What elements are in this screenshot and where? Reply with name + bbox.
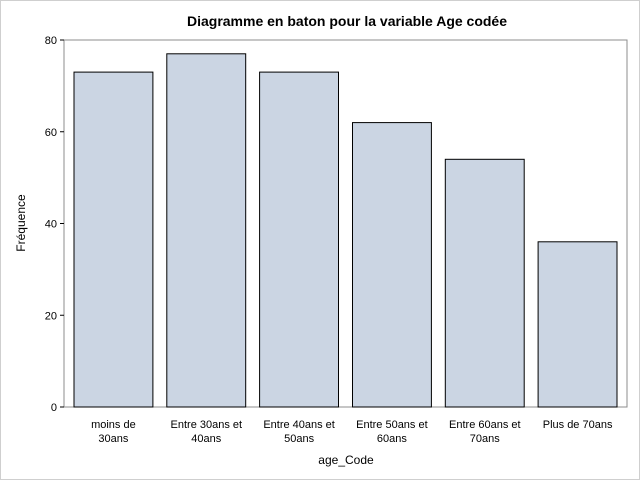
x-tick-label-1-1: 40ans bbox=[191, 433, 221, 445]
x-tick-label-0-0: moins de bbox=[91, 419, 136, 431]
bar-2 bbox=[259, 71, 340, 408]
x-tick-label-3-1: 60ans bbox=[377, 433, 407, 445]
chart-title: Diagramme en baton pour la variable Age … bbox=[187, 13, 507, 29]
y-tick-label-2: 40 bbox=[45, 219, 57, 231]
bar-5 bbox=[537, 241, 618, 408]
bar-1 bbox=[166, 53, 247, 408]
x-tick-label-5-0: Plus de 70ans bbox=[543, 419, 613, 431]
y-axis: 0 20 40 60 80 bbox=[45, 35, 64, 414]
y-tick-label-3: 60 bbox=[45, 127, 57, 139]
bar-3 bbox=[352, 122, 432, 408]
bars-group bbox=[73, 53, 618, 408]
x-tick-label-4-0: Entre 60ans et bbox=[449, 419, 521, 431]
bar-4 bbox=[444, 158, 525, 408]
y-tick-label-1: 20 bbox=[45, 310, 57, 322]
bar-0 bbox=[73, 71, 154, 408]
x-tick-label-2-0: Entre 40ans et bbox=[263, 419, 335, 431]
y-tick-label-0: 0 bbox=[51, 402, 57, 414]
x-tick-label-4-1: 70ans bbox=[470, 433, 500, 445]
x-tick-label-0-1: 30ans bbox=[98, 433, 128, 445]
x-tick-label-2-1: 50ans bbox=[284, 433, 314, 445]
y-tick-label-4: 80 bbox=[45, 35, 57, 47]
x-axis: moins de 30ans Entre 30ans et 40ans Entre 40… bbox=[91, 419, 613, 445]
x-tick-label-1-0: Entre 30ans et bbox=[171, 419, 243, 431]
y-axis-label: Fréquence bbox=[14, 194, 28, 252]
x-axis-label: age_Code bbox=[318, 453, 374, 467]
x-tick-label-3-0: Entre 50ans et bbox=[356, 419, 428, 431]
